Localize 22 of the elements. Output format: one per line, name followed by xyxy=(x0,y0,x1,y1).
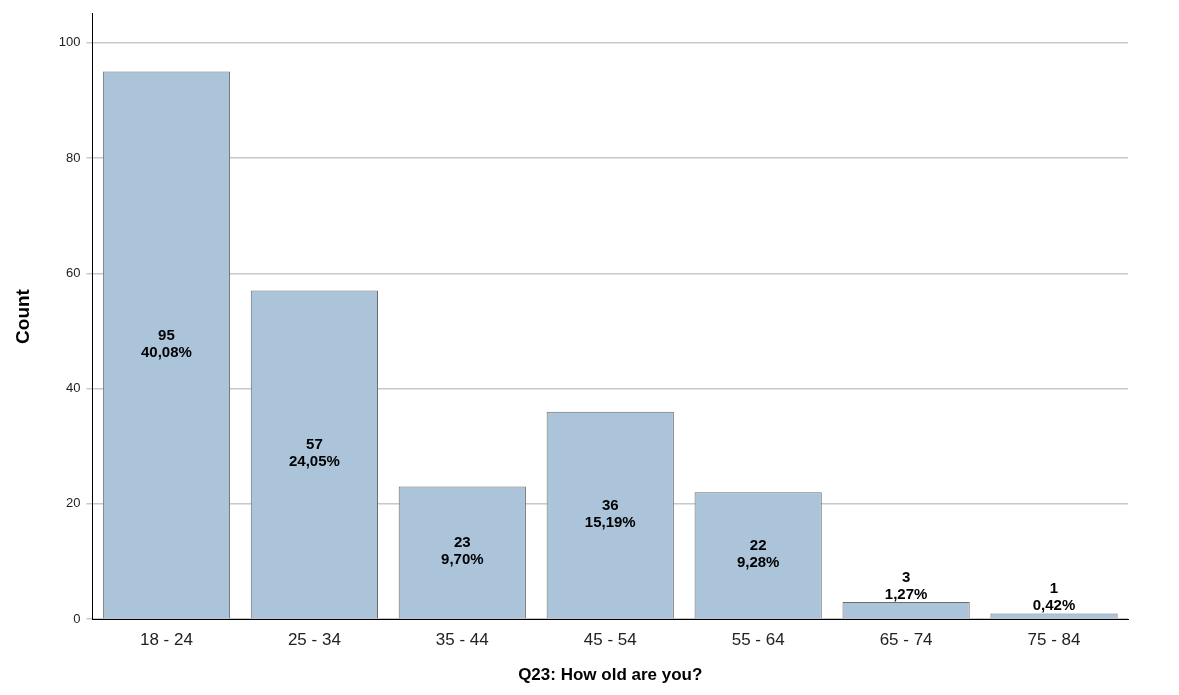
data-label: 23 9,70% xyxy=(441,533,484,568)
y-tick-label: 40 xyxy=(66,380,81,396)
y-tick-label: 0 xyxy=(73,610,81,626)
y-axis-title: Count xyxy=(11,288,33,344)
x-tick-label: 45 - 54 xyxy=(583,630,637,650)
data-label: 22 9,28% xyxy=(736,536,780,571)
x-axis-title: Q23: How old are you? xyxy=(518,665,703,685)
x-tick-label: 65 - 74 xyxy=(879,630,933,650)
x-tick-label: 25 - 34 xyxy=(287,630,341,650)
data-label: 95 40,08% xyxy=(141,325,192,360)
y-tick-label: 60 xyxy=(66,264,81,280)
data-label: 1 0,42% xyxy=(1032,579,1076,614)
data-label: 3 1,27% xyxy=(884,567,928,602)
x-tick-label: 18 - 24 xyxy=(139,630,193,650)
y-tick-label: 20 xyxy=(66,495,81,511)
x-tick-label: 35 - 44 xyxy=(435,630,489,650)
data-label: 36 15,19% xyxy=(584,495,636,530)
data-label: 57 24,05% xyxy=(288,435,340,470)
y-tick-label: 80 xyxy=(66,149,81,165)
x-tick-label: 55 - 64 xyxy=(731,630,785,650)
x-tick-label: 75 - 84 xyxy=(1027,630,1081,650)
y-tick-label: 100 xyxy=(58,34,81,50)
